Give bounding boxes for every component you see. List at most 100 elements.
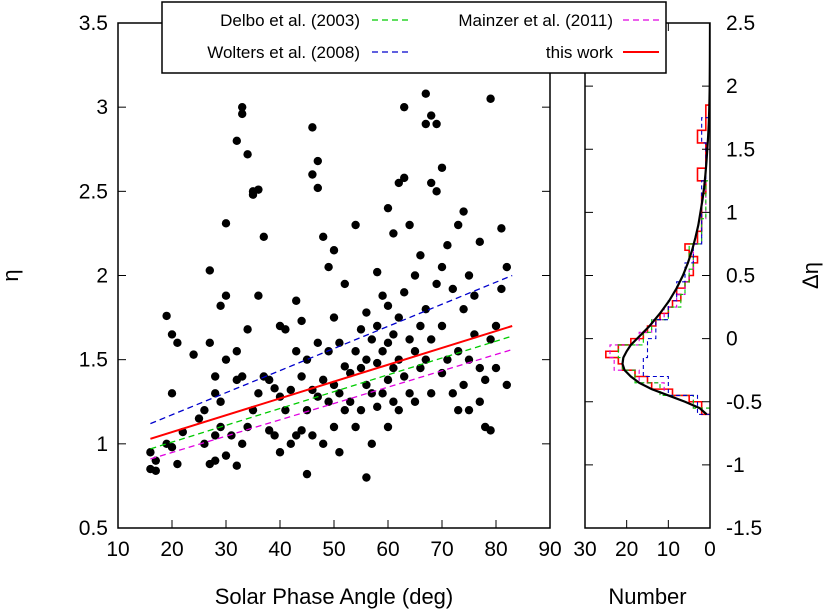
histogram-x-tick-label: 10 — [657, 538, 680, 561]
histogram-y-tick-label: 2.5 — [726, 12, 755, 35]
data-point — [216, 397, 225, 406]
histogram-y-tick-label: 1.5 — [726, 138, 755, 161]
data-point — [297, 426, 306, 435]
data-point — [329, 246, 339, 255]
x-tick-label: 60 — [376, 538, 399, 561]
data-point — [464, 405, 474, 415]
data-point — [189, 350, 198, 359]
data-point — [340, 362, 349, 371]
data-point — [292, 431, 301, 440]
data-point — [151, 466, 160, 475]
data-point — [292, 347, 301, 356]
y-tick-label: 3 — [96, 96, 108, 119]
data-point — [194, 414, 204, 423]
data-point — [356, 325, 366, 334]
data-point — [265, 375, 274, 385]
data-point — [459, 207, 468, 216]
fit-line-this-work — [150, 325, 513, 440]
data-point — [324, 397, 333, 406]
data-point — [238, 372, 247, 381]
data-point — [405, 389, 414, 398]
data-point — [270, 431, 279, 440]
data-point — [340, 279, 349, 289]
data-point — [308, 431, 317, 440]
data-point — [389, 397, 398, 406]
data-point — [459, 380, 468, 390]
data-point — [238, 439, 247, 449]
data-point — [437, 262, 447, 272]
data-point — [383, 203, 393, 213]
data-point — [173, 338, 182, 348]
data-point — [308, 123, 317, 132]
data-point — [437, 321, 447, 331]
data-point — [502, 262, 511, 272]
data-point — [475, 363, 484, 373]
data-point — [421, 89, 430, 98]
data-point — [281, 325, 290, 334]
data-point — [221, 355, 231, 364]
data-point — [313, 156, 322, 166]
data-point — [432, 187, 441, 196]
data-point — [146, 448, 155, 457]
scatter-series-layer — [146, 89, 513, 482]
data-point — [416, 321, 425, 331]
data-point — [351, 422, 360, 432]
data-point — [254, 185, 263, 194]
data-point — [329, 313, 339, 322]
data-point — [362, 355, 371, 364]
legend: Delbo et al. (2003) Mainzer et al. (2011)… — [161, 1, 667, 74]
data-point — [421, 119, 430, 129]
data-point — [227, 431, 236, 440]
data-point — [232, 461, 241, 470]
data-point — [319, 439, 328, 449]
data-point — [475, 237, 484, 247]
data-point — [367, 335, 376, 344]
legend-entry-label: Wolters et al. (2008) — [207, 43, 360, 62]
data-point — [383, 422, 393, 432]
data-point — [221, 451, 231, 460]
data-point — [454, 405, 463, 415]
data-point — [383, 301, 393, 310]
scatter-panel: 10 20 30 40 50 60 70 80 90 0.5 1 1.5 2 2.5 3 3.5 Solar … — [0, 12, 562, 609]
histogram-steps-2 — [617, 180, 710, 409]
data-point — [173, 459, 182, 469]
data-point — [373, 267, 382, 277]
data-point — [410, 347, 420, 356]
scatter-ticks-layer: 10 20 30 40 50 60 70 80 90 0.5 1 1.5 2 2.5 3 3.5 — [79, 12, 562, 561]
data-point — [167, 330, 177, 339]
data-point — [319, 232, 328, 241]
data-point — [394, 313, 403, 322]
x-tick-label: 40 — [268, 538, 291, 561]
data-point — [362, 308, 371, 317]
data-point — [335, 338, 344, 348]
data-point — [216, 301, 225, 310]
y-axis-title: η — [0, 269, 23, 281]
data-point — [351, 220, 360, 230]
x-axis-title: Solar Phase Angle (deg) — [215, 584, 454, 609]
data-point — [405, 335, 414, 344]
data-point — [281, 405, 290, 415]
data-point — [335, 448, 344, 457]
x-tick-label: 20 — [160, 538, 183, 561]
data-point — [200, 405, 209, 415]
data-point — [211, 372, 220, 381]
data-point — [497, 224, 506, 233]
data-point — [319, 375, 328, 385]
data-point — [475, 397, 484, 406]
data-point — [313, 183, 322, 193]
data-point — [232, 347, 241, 356]
data-point — [167, 389, 177, 398]
data-point — [297, 372, 306, 381]
data-point — [394, 178, 403, 188]
data-point — [248, 190, 258, 199]
histogram-y-tick-label: -0.5 — [726, 391, 762, 414]
histogram-ticks-layer: 30 20 10 0 -1.5 -1 -0.5 0 0.5 1 1.5 2 2.5 — [573, 12, 762, 561]
histogram-panel: 30 20 10 0 -1.5 -1 -0.5 0 0.5 1 1.5 2 2.5 Number Δη — [573, 12, 823, 609]
data-point — [302, 469, 312, 479]
data-point — [356, 405, 366, 415]
data-point — [356, 363, 366, 373]
y-tick-label: 1.5 — [79, 349, 108, 372]
data-point — [340, 405, 349, 415]
x-tick-label: 80 — [484, 538, 507, 561]
